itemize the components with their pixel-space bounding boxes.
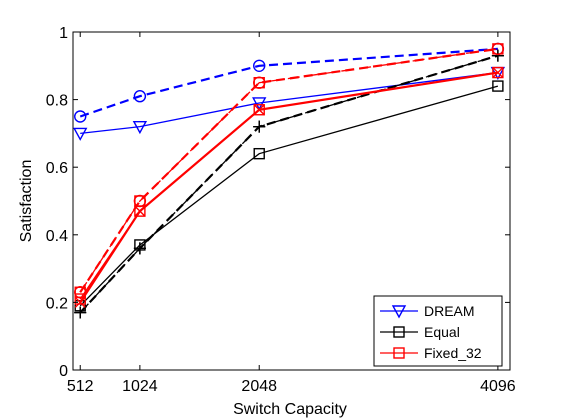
plus-marker xyxy=(253,120,266,133)
y-tick-label: 0.8 xyxy=(46,93,68,110)
triangle-marker xyxy=(73,127,88,141)
x-tick-label: 4096 xyxy=(480,378,516,395)
y-tick-label: 0.2 xyxy=(46,295,68,312)
circle-marker xyxy=(253,59,266,73)
cross-marker xyxy=(74,296,86,308)
legend-label: Fixed_32 xyxy=(424,345,482,361)
cross-marker xyxy=(253,104,265,116)
circle-marker xyxy=(133,90,147,103)
plus-marker xyxy=(491,49,504,62)
square-marker xyxy=(253,147,265,160)
legend: DREAM Equal Fixed_32 xyxy=(373,295,503,367)
cross-marker xyxy=(134,205,146,217)
legend-box xyxy=(373,295,503,367)
y-tick-label: 0 xyxy=(59,363,68,380)
cross-marker xyxy=(492,67,504,79)
x-axis-label: Switch Capacity xyxy=(233,401,347,418)
x-axis: 512 1024 2048 4096 xyxy=(67,32,516,395)
series-line xyxy=(79,71,499,304)
circle-marker xyxy=(253,76,266,89)
y-tick-label: 0.6 xyxy=(46,160,68,177)
series-variant-8 xyxy=(74,67,504,308)
circle-marker xyxy=(133,194,147,208)
square-marker xyxy=(393,326,405,338)
x-tick-label: 2048 xyxy=(241,378,277,395)
triangle-marker xyxy=(391,305,407,319)
legend-label: Equal xyxy=(424,324,460,340)
circle-marker xyxy=(491,42,505,56)
plus-marker xyxy=(74,306,87,319)
x-tick-label: 1024 xyxy=(122,378,158,395)
triangle-marker xyxy=(252,97,267,111)
legend-entry: Equal xyxy=(380,324,460,340)
legend-label: DREAM xyxy=(424,303,475,319)
legend-entry: DREAM xyxy=(380,303,475,319)
y-tick-label: 1 xyxy=(59,25,68,42)
series-layer xyxy=(73,42,506,319)
square-marker xyxy=(74,293,86,305)
y-axis: 0 0.2 0.4 0.6 0.8 1 xyxy=(46,25,510,380)
triangle-marker xyxy=(132,120,148,135)
y-tick-label: 0.4 xyxy=(46,228,68,245)
plus-marker xyxy=(133,242,146,255)
series-line xyxy=(79,85,499,307)
series-line xyxy=(80,71,498,135)
circle-marker xyxy=(74,110,87,123)
y-axis-label: Satisfaction xyxy=(18,160,35,243)
square-marker xyxy=(393,347,405,359)
series-variant-7 xyxy=(74,42,505,299)
legend-entry: Fixed_32 xyxy=(380,345,482,361)
x-tick-label: 512 xyxy=(67,378,94,395)
series-line xyxy=(79,47,498,118)
series-line xyxy=(79,47,499,293)
square-marker xyxy=(492,80,504,92)
